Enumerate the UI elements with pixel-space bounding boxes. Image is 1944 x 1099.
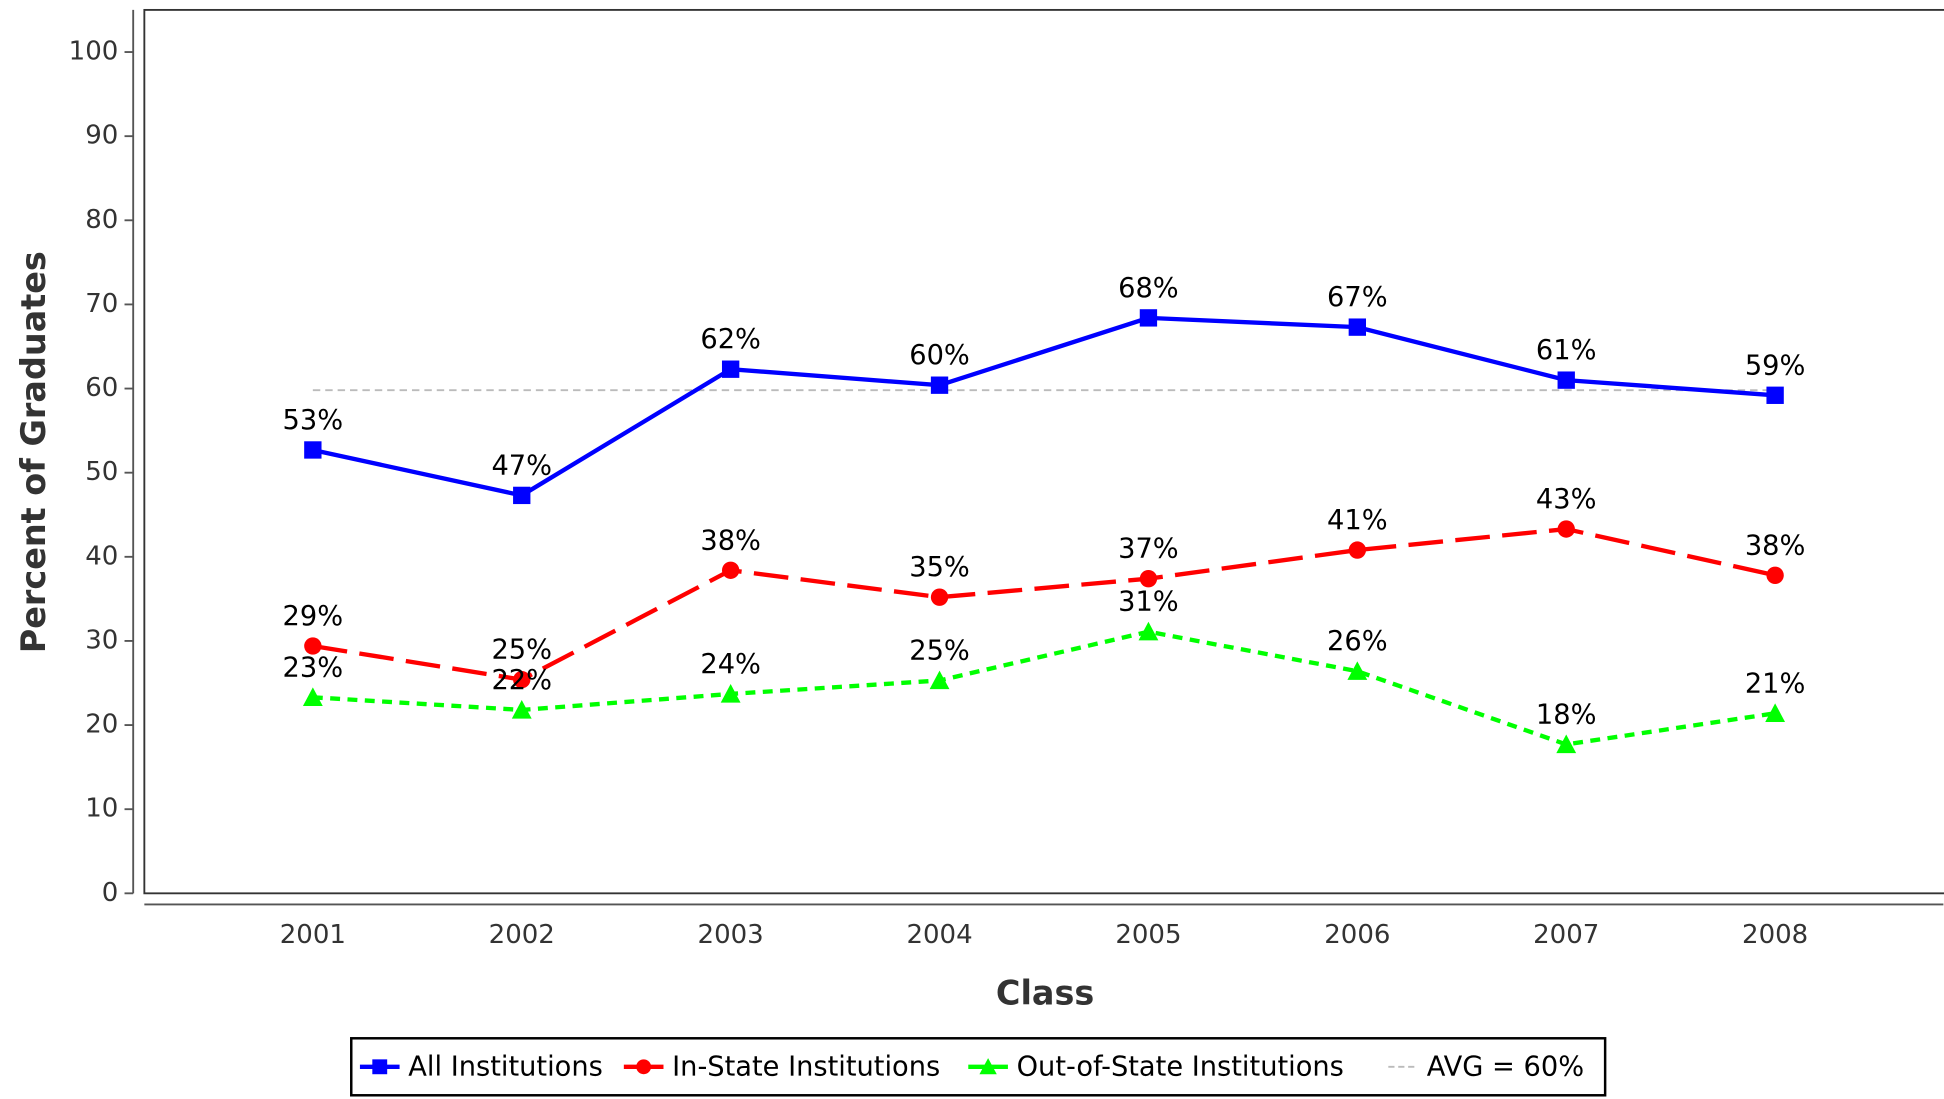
y-tick-label: 50	[85, 457, 118, 487]
legend-label: In-State Institutions	[672, 1052, 940, 1083]
x-tick-label: 2003	[698, 920, 764, 950]
data-label: 22%	[491, 665, 552, 696]
marker	[304, 441, 322, 459]
legend-label: AVG = 60%	[1427, 1052, 1584, 1083]
y-axis-title: Percent of Graduates	[14, 251, 53, 653]
marker	[1138, 621, 1159, 641]
marker	[930, 588, 949, 606]
data-label: 59%	[1745, 350, 1806, 381]
x-tick-label: 2006	[1324, 920, 1390, 950]
marker	[1557, 371, 1575, 389]
series-line	[312, 526, 1776, 682]
data-label: 60%	[909, 340, 970, 371]
y-tick-label: 10	[85, 794, 118, 824]
data-label: 29%	[283, 601, 344, 632]
marker	[1766, 386, 1784, 404]
marker	[929, 670, 950, 690]
y-tick-label: 70	[85, 289, 118, 319]
x-tick-label: 2007	[1533, 920, 1599, 950]
data-label: 21%	[1745, 668, 1806, 699]
data-label: 23%	[283, 652, 344, 683]
marker	[1347, 661, 1368, 680]
y-tick-label: 0	[102, 878, 119, 908]
marker	[1139, 570, 1158, 588]
x-axis-title: Class	[996, 973, 1094, 1012]
data-label: 67%	[1327, 282, 1388, 313]
series-line	[312, 315, 1776, 498]
plot-frame	[143, 8, 1944, 895]
marker	[304, 637, 322, 655]
x-tick-label: 2005	[1115, 920, 1181, 950]
marker	[721, 561, 740, 579]
data-label: 25%	[491, 635, 552, 666]
marker	[1765, 703, 1786, 722]
data-label: 47%	[491, 450, 552, 481]
marker	[930, 376, 949, 394]
legend-label: Out-of-State Institutions	[1017, 1052, 1344, 1083]
marker	[1139, 309, 1158, 327]
data-label: 61%	[1536, 335, 1597, 366]
marker	[979, 1058, 997, 1075]
marker	[302, 687, 323, 706]
data-label: 24%	[700, 649, 761, 680]
marker	[1766, 566, 1784, 584]
data-label: 38%	[1745, 530, 1806, 561]
y-tick-label: 40	[85, 541, 118, 571]
marker	[513, 486, 531, 505]
marker	[1348, 318, 1367, 336]
data-label: 62%	[700, 324, 761, 355]
x-tick-label: 2001	[280, 920, 346, 950]
data-label: 18%	[1536, 699, 1597, 730]
y-tick-label: 20	[85, 710, 118, 740]
y-tick-label: 90	[85, 121, 118, 151]
y-tick-label: 30	[85, 625, 118, 655]
data-label: 68%	[1118, 273, 1179, 304]
marker	[372, 1059, 388, 1075]
marker	[720, 684, 741, 703]
marker	[636, 1059, 652, 1075]
data-label: 31%	[1118, 587, 1179, 618]
data-label: 25%	[909, 635, 970, 666]
marker	[1556, 734, 1577, 754]
marker	[1348, 541, 1367, 559]
data-label: 43%	[1536, 484, 1597, 515]
x-tick-label: 2004	[906, 920, 972, 950]
legend-label: All Institutions	[408, 1052, 603, 1083]
x-tick-label: 2002	[489, 920, 555, 950]
marker	[513, 670, 531, 689]
marker	[1557, 520, 1575, 538]
data-label: 26%	[1327, 626, 1388, 657]
y-tick-label: 60	[85, 373, 118, 403]
y-tick-label: 100	[69, 37, 119, 67]
y-tick-label: 80	[85, 205, 118, 235]
series-line	[312, 629, 1776, 747]
marker	[721, 360, 740, 378]
data-label: 35%	[909, 552, 970, 583]
data-label: 38%	[700, 525, 761, 556]
x-tick-label: 2008	[1742, 920, 1808, 950]
marker	[511, 700, 532, 719]
data-label: 41%	[1327, 505, 1388, 536]
data-label: 37%	[1118, 534, 1179, 565]
data-label: 53%	[283, 405, 344, 436]
